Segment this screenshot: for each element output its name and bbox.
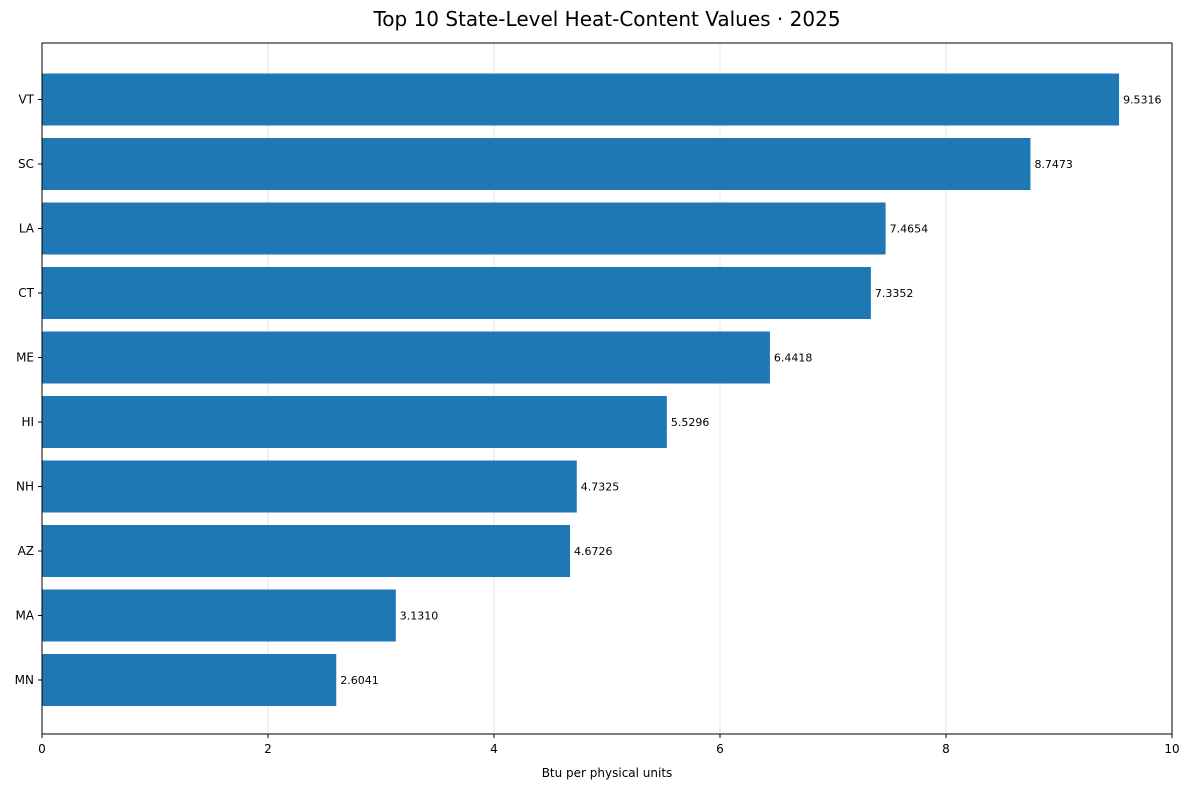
data-label-nh: 4.7325 bbox=[581, 481, 620, 494]
data-label-hi: 5.5296 bbox=[671, 416, 710, 429]
y-tick-label-vt: VT bbox=[18, 93, 34, 107]
data-labels: 9.5316 8.7473 7.4654 7.3352 6.4418 5.5296 4.73… bbox=[340, 94, 1161, 688]
y-axis-ticks: VT SC LA CT ME HI NH AZ MA MN bbox=[15, 93, 42, 687]
x-tick-label: 8 bbox=[942, 742, 950, 756]
y-tick-label-nh: NH bbox=[16, 480, 34, 494]
y-tick-label-la: LA bbox=[19, 222, 35, 236]
y-tick-label-sc: SC bbox=[18, 157, 34, 171]
data-label-la: 7.4654 bbox=[890, 223, 929, 236]
data-label-me: 6.4418 bbox=[774, 352, 813, 365]
bar-mn bbox=[42, 654, 337, 706]
y-tick-label-ma: MA bbox=[15, 609, 34, 623]
data-label-az: 4.6726 bbox=[574, 545, 613, 558]
plot-frame bbox=[41, 42, 1173, 735]
y-tick-label-az: AZ bbox=[18, 544, 34, 558]
x-axis-label: Btu per physical units bbox=[542, 766, 673, 780]
y-tick-label-hi: HI bbox=[21, 415, 34, 429]
bar-la bbox=[42, 202, 886, 255]
bar-me bbox=[42, 331, 770, 384]
x-tick-label: 10 bbox=[1164, 742, 1179, 756]
bar-ma bbox=[42, 589, 396, 642]
data-label-sc: 8.7473 bbox=[1034, 158, 1073, 171]
bars bbox=[42, 73, 1120, 706]
x-tick-label: 6 bbox=[716, 742, 724, 756]
x-axis-ticks: 0 2 4 6 8 10 bbox=[38, 734, 1180, 756]
bar-sc bbox=[42, 138, 1031, 190]
x-tick-label: 2 bbox=[264, 742, 272, 756]
y-tick-label-ct: CT bbox=[18, 286, 34, 300]
data-label-vt: 9.5316 bbox=[1123, 94, 1162, 107]
x-tick-label: 4 bbox=[490, 742, 498, 756]
bar-ct bbox=[42, 267, 871, 319]
y-tick-label-mn: MN bbox=[15, 673, 34, 687]
chart-title: Top 10 State-Level Heat-Content Values ·… bbox=[372, 7, 840, 31]
data-label-ma: 3.1310 bbox=[400, 610, 439, 623]
data-label-ct: 7.3352 bbox=[875, 287, 914, 300]
x-tick-label: 0 bbox=[38, 742, 46, 756]
bar-az bbox=[42, 525, 571, 577]
bar-nh bbox=[42, 460, 577, 513]
bar-hi bbox=[42, 396, 667, 448]
data-label-mn: 2.6041 bbox=[340, 674, 379, 687]
y-tick-label-me: ME bbox=[16, 351, 34, 365]
bar-vt bbox=[42, 73, 1120, 126]
